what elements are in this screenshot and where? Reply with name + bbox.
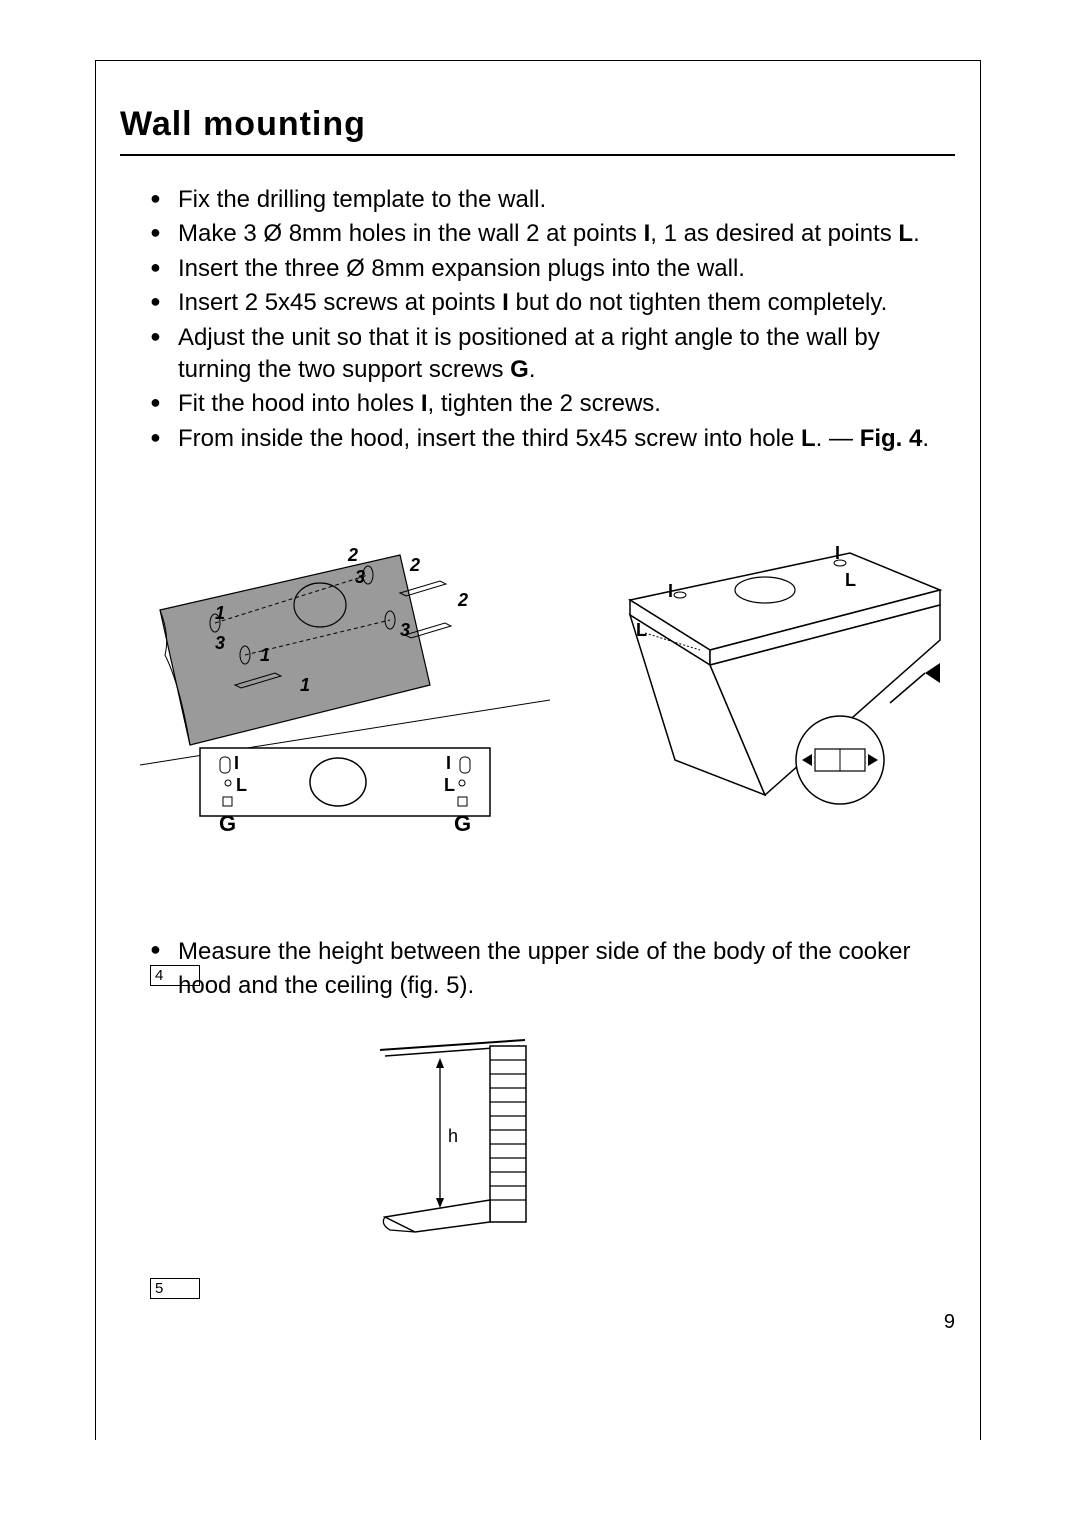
bullet-text: Measure the height between the upper sid… — [178, 938, 911, 999]
figure-5-svg — [360, 1032, 560, 1242]
diag-label-L-right: L — [444, 775, 455, 796]
figure-4-area: 1 1 1 2 2 2 3 3 3 I I L L G G — [150, 515, 940, 875]
page-content: Wall mounting Fix the drilling template … — [120, 105, 955, 1242]
bullet-item: Fix the drilling template to the wall. — [150, 184, 955, 216]
bullet-text: . — [913, 220, 920, 247]
diag-label-G-left: G — [219, 811, 236, 837]
bold-ref: L — [898, 220, 913, 247]
page-right-border — [980, 60, 981, 1440]
diag-label-3a: 3 — [215, 633, 225, 654]
diag-label-I-right: I — [446, 753, 451, 774]
figure-4-right-diagram: I I L L — [590, 535, 950, 855]
diag-label-L-a: L — [636, 620, 647, 641]
bullet-text: but do not tighten them completely. — [509, 289, 887, 316]
bullet-item: Make 3 Ø 8mm holes in the wall 2 at poin… — [150, 218, 955, 250]
diag-label-1c: 1 — [300, 675, 310, 696]
bullet-text: . — — [816, 425, 860, 452]
bold-ref: G — [510, 356, 529, 383]
diag-label-I-b: I — [835, 543, 840, 564]
diag-label-1a: 1 — [215, 603, 225, 624]
figure-5-area: h — [360, 1032, 560, 1242]
bullet-text: . — [529, 356, 536, 383]
fig5-h-label: h — [448, 1126, 458, 1147]
diag-label-3b: 3 — [355, 567, 365, 588]
diag-label-2c: 2 — [458, 590, 468, 611]
bullet-item: From inside the hood, insert the third 5… — [150, 423, 955, 455]
instructions-list-1: Fix the drilling template to the wall. M… — [150, 184, 955, 455]
diag-label-2a: 2 — [348, 545, 358, 566]
diag-label-L-left: L — [236, 775, 247, 796]
page-left-border — [95, 60, 96, 1440]
figure-5-label: 5 — [150, 1278, 200, 1299]
bullet-text: Fix the drilling template to the wall. — [178, 186, 546, 213]
bullet-text: Insert 2 5x45 screws at points — [178, 289, 502, 316]
instructions-list-2: Measure the height between the upper sid… — [150, 935, 955, 1002]
bullet-item: Fit the hood into holes I, tighten the 2… — [150, 388, 955, 420]
page-number: 9 — [944, 1311, 955, 1334]
figure-number-box: 5 — [150, 1278, 200, 1299]
bold-ref: Fig. 4 — [860, 425, 923, 452]
diag-label-1b: 1 — [260, 645, 270, 666]
figure-4-left-diagram: 1 1 1 2 2 2 3 3 3 I I L L G G — [140, 535, 550, 855]
bullet-item: Adjust the unit so that it is positioned… — [150, 322, 955, 387]
bullet-text: Fit the hood into holes — [178, 390, 421, 417]
bold-ref: I — [502, 289, 509, 316]
diag-label-I-left: I — [234, 753, 239, 774]
bullet-text: , 1 as desired at points — [650, 220, 898, 247]
figure-4-right-svg — [590, 535, 950, 855]
bullet-item: Insert the three Ø 8mm expansion plugs i… — [150, 253, 955, 285]
bullet-text: , tighten the 2 screws. — [428, 390, 661, 417]
bullet-text: From inside the hood, insert the third 5… — [178, 425, 801, 452]
bullet-text: Insert the three Ø 8mm expansion plugs i… — [178, 255, 745, 282]
diag-label-3c: 3 — [400, 620, 410, 641]
diag-label-2b: 2 — [410, 555, 420, 576]
section-title: Wall mounting — [120, 105, 955, 156]
bold-ref: I — [421, 390, 428, 417]
bold-ref: L — [801, 425, 816, 452]
bullet-text: Make 3 Ø 8mm holes in the wall 2 at poin… — [178, 220, 644, 247]
diag-label-I-a: I — [668, 581, 673, 602]
bullet-item: Measure the height between the upper sid… — [150, 935, 955, 1002]
bullet-text: . — [922, 425, 929, 452]
bullet-item: Insert 2 5x45 screws at points I but do … — [150, 287, 955, 319]
diag-label-G-right: G — [454, 811, 471, 837]
figure-4-left-svg — [140, 535, 550, 855]
diag-label-L-b: L — [845, 570, 856, 591]
